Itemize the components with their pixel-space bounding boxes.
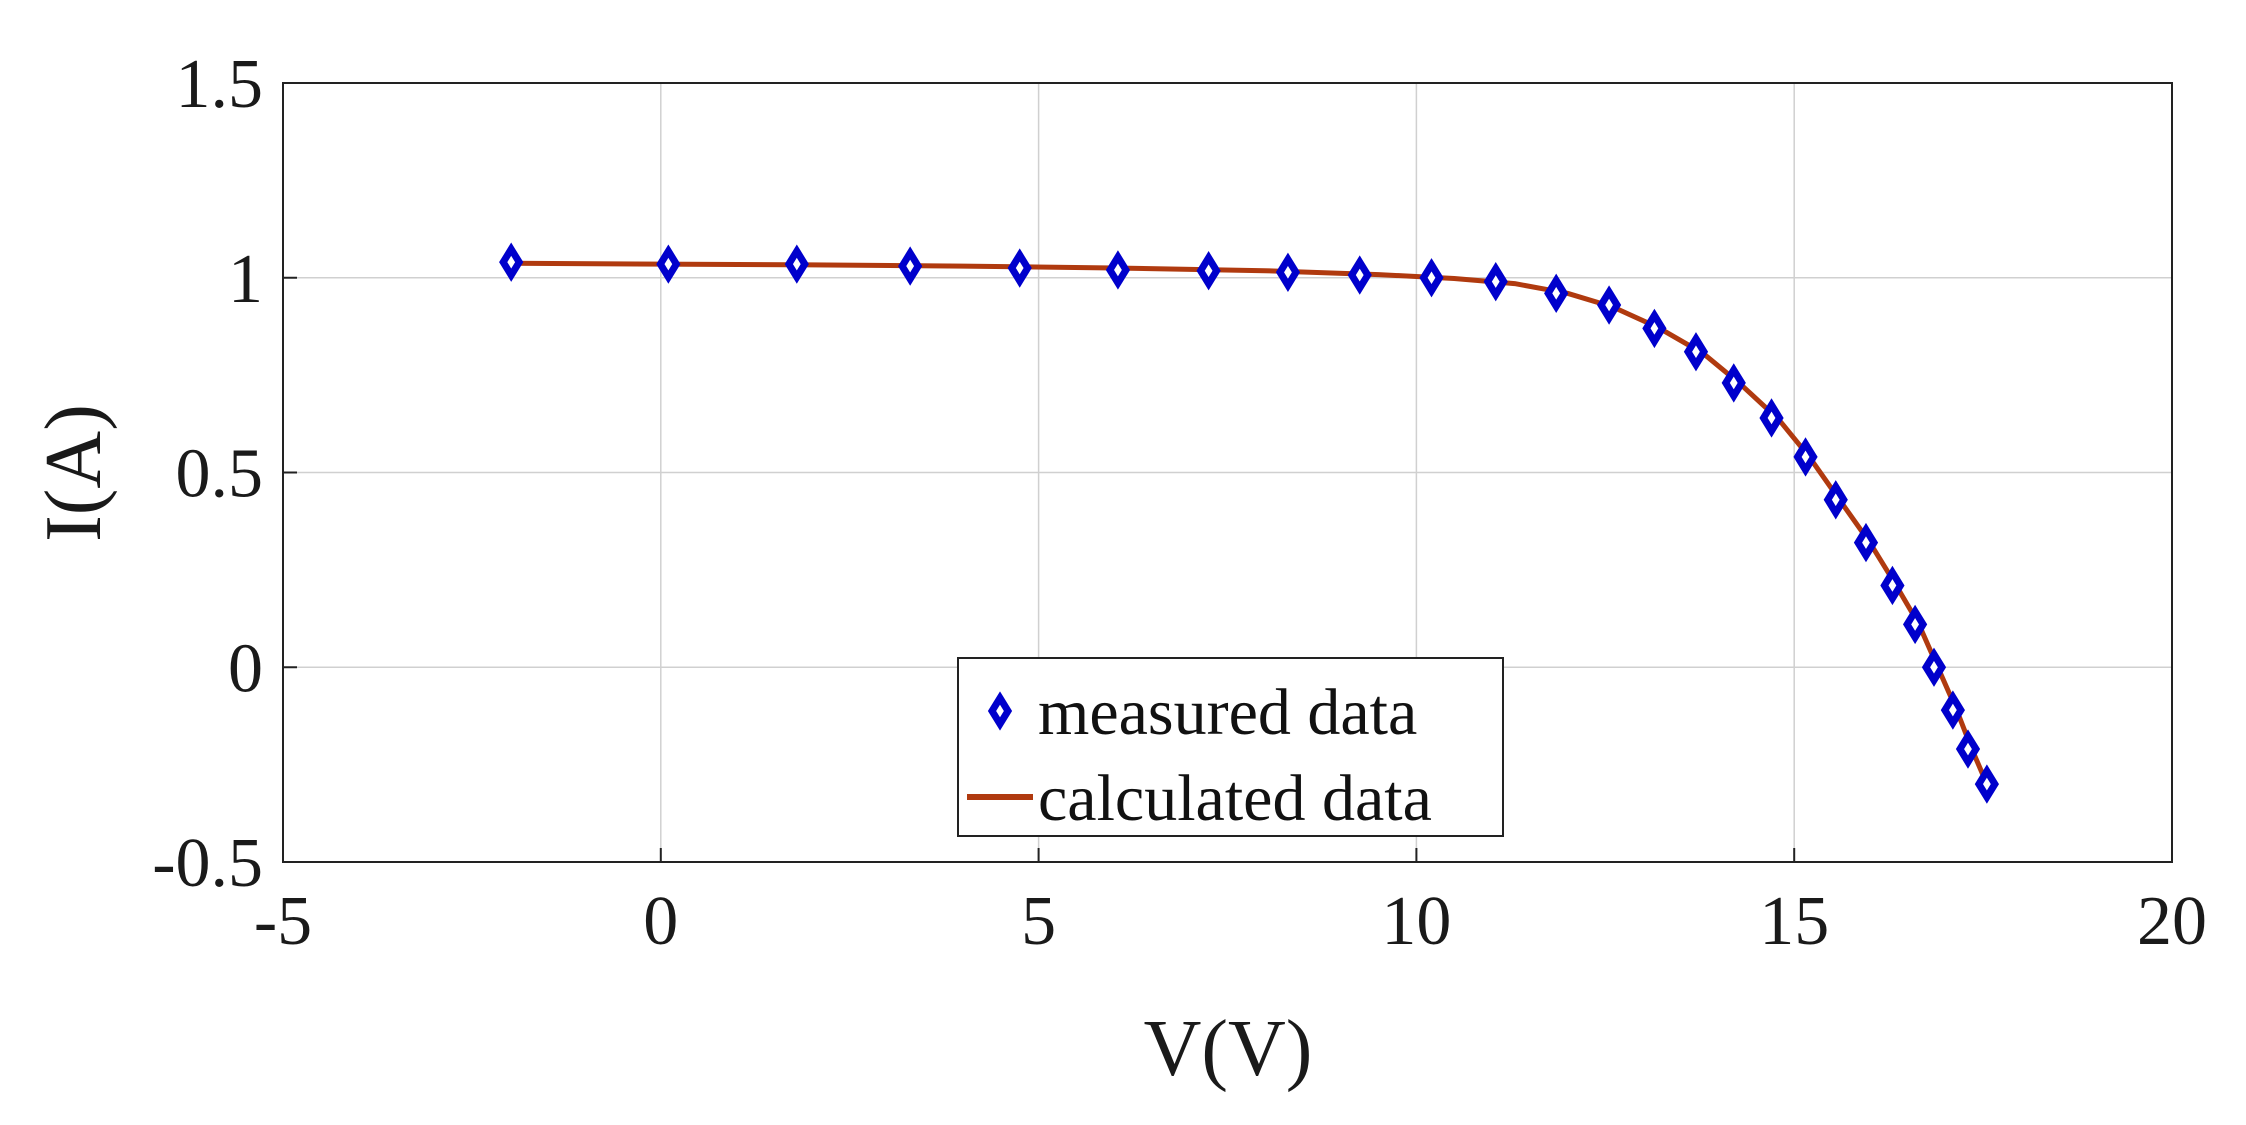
legend-box xyxy=(957,657,1504,837)
y-tick-label: 0 xyxy=(228,630,263,707)
x-tick-label: 15 xyxy=(1759,883,1829,960)
measured-data-point xyxy=(1596,285,1622,325)
legend-marker-diamond-icon xyxy=(987,691,1013,731)
x-tick-label: 20 xyxy=(2137,883,2207,960)
measured-data-point xyxy=(1275,252,1301,292)
measured-data-point xyxy=(1921,647,1947,687)
measured-data-point xyxy=(1902,604,1928,645)
measured-data-point xyxy=(1955,729,1981,769)
measured-series xyxy=(499,242,1999,804)
x-tick-label: 5 xyxy=(1021,883,1056,960)
measured-data-point xyxy=(898,246,923,286)
measured-data-point xyxy=(1793,437,1818,477)
measured-data-point xyxy=(656,244,681,284)
measured-data-point xyxy=(1759,398,1784,438)
x-tick-label: 0 xyxy=(643,883,678,960)
measured-data-point xyxy=(1419,258,1444,298)
measured-data-point xyxy=(1544,273,1569,314)
legend-label-measured: measured data xyxy=(1038,676,1417,749)
y-tick-label: 1.5 xyxy=(176,46,264,123)
x-axis-title: V(V) xyxy=(1144,1005,1313,1093)
measured-data-point xyxy=(1105,250,1131,290)
ticks: -5 0 5 10 15 20 -0.5 0 0.5 1 1.5 xyxy=(152,46,2207,960)
y-axis-title: I(A) xyxy=(30,404,118,542)
measured-data-point xyxy=(1196,251,1221,291)
legend: measured data calculated data xyxy=(957,657,1504,837)
measured-data-point xyxy=(1007,248,1032,288)
measured-data-point xyxy=(1683,332,1709,372)
measured-data-point xyxy=(499,242,524,282)
y-tick-label: -0.5 xyxy=(152,825,263,902)
y-tick-label: 1 xyxy=(228,241,263,318)
x-tick-label: 10 xyxy=(1381,883,1451,960)
measured-data-point xyxy=(1823,480,1848,520)
measured-data-point xyxy=(784,244,809,284)
measured-data-point xyxy=(1483,261,1508,302)
measured-data-point xyxy=(1880,565,1905,606)
measured-data-point xyxy=(1940,690,1965,730)
measured-data-point xyxy=(1347,255,1372,295)
legend-label-calculated: calculated data xyxy=(1038,762,1432,835)
measured-data-point xyxy=(1721,363,1746,403)
grid xyxy=(283,83,2172,862)
x-tick-label: -5 xyxy=(254,883,312,960)
y-tick-label: 0.5 xyxy=(176,436,264,513)
measured-data-point xyxy=(1974,764,1999,804)
measured-data-point xyxy=(1853,522,1879,563)
measured-data-point xyxy=(1642,308,1667,349)
